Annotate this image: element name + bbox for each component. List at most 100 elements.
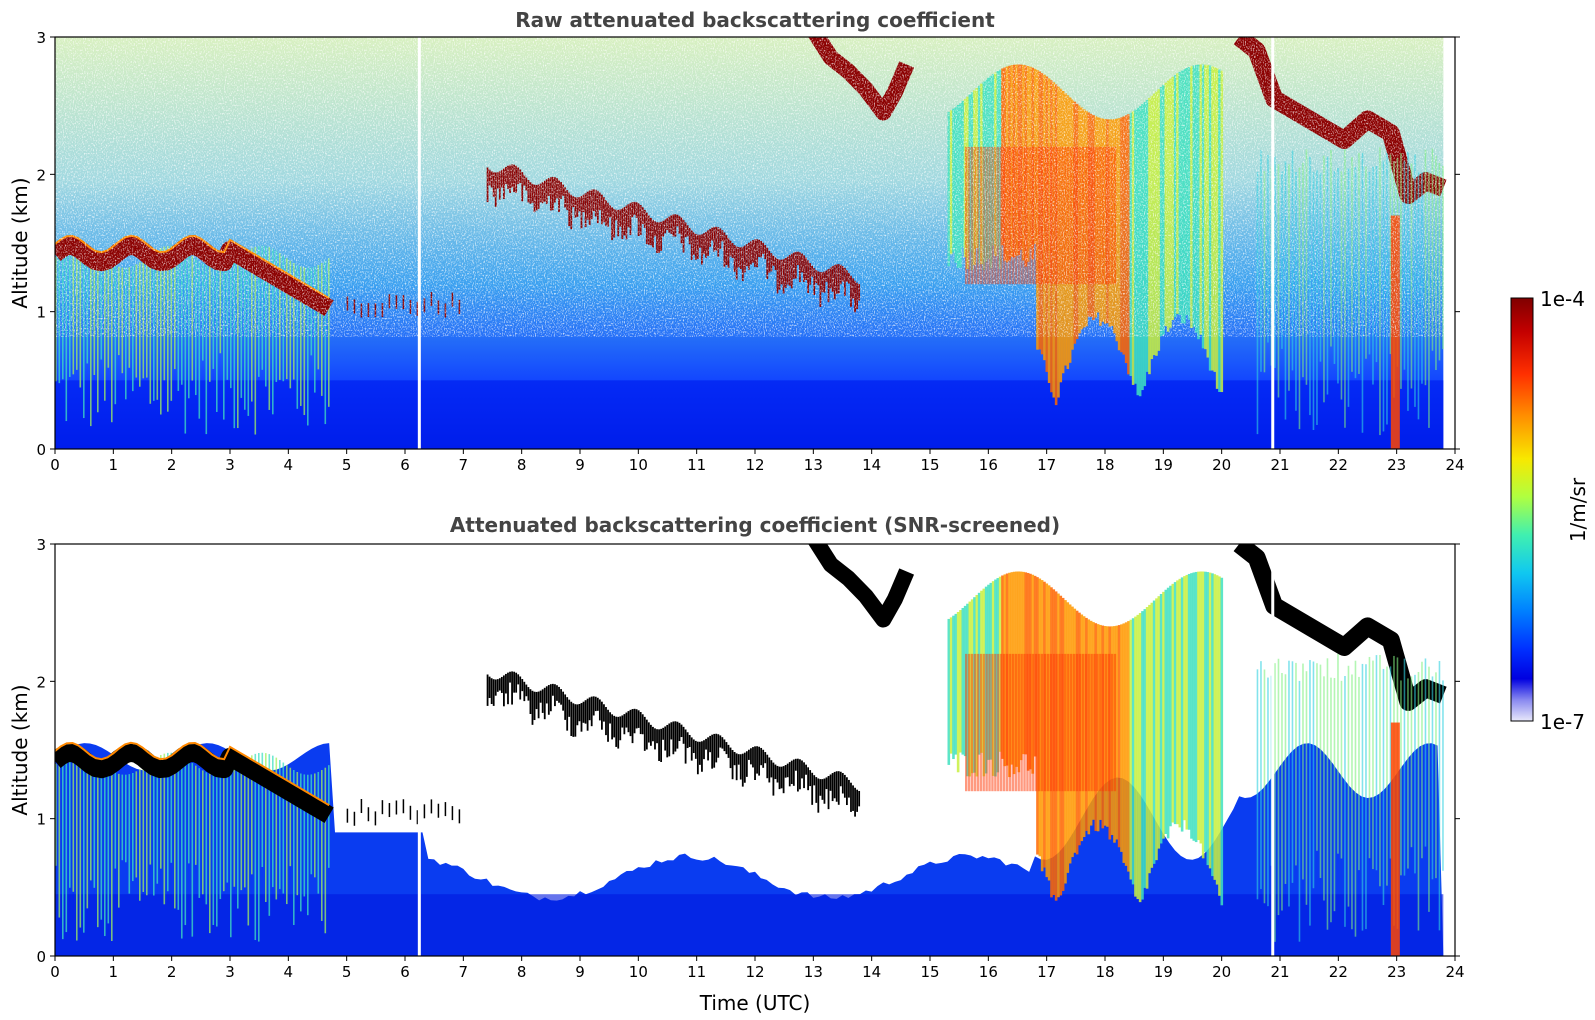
aerosol-streak bbox=[181, 755, 183, 939]
cloud-streak bbox=[776, 765, 779, 783]
cloud-streak bbox=[852, 785, 854, 811]
x-tick-label: 6 bbox=[400, 456, 410, 474]
aerosol-streak bbox=[58, 761, 61, 918]
evening-streak bbox=[1274, 663, 1276, 942]
aerosol-streak bbox=[205, 772, 208, 905]
evening-streak bbox=[1298, 680, 1301, 942]
precip-core bbox=[1002, 653, 1006, 792]
precip-streak bbox=[1206, 572, 1210, 866]
precip-streak bbox=[1138, 613, 1142, 903]
aerosol-streak bbox=[230, 769, 232, 938]
cloud-streak bbox=[780, 766, 783, 789]
x-tick-label: 10 bbox=[629, 456, 648, 474]
precip-core bbox=[1110, 653, 1114, 792]
precip-core bbox=[1087, 653, 1090, 792]
cloud-streak bbox=[650, 724, 652, 746]
precip-streak bbox=[1166, 587, 1170, 839]
aerosol-streak bbox=[170, 752, 173, 863]
precip-core bbox=[1020, 653, 1023, 792]
cloud-streak bbox=[823, 778, 826, 804]
cloud-streak bbox=[529, 689, 532, 714]
cloud-streak bbox=[500, 676, 503, 693]
aerosol-streak bbox=[90, 756, 92, 881]
precip-streak bbox=[1201, 571, 1205, 859]
cloud-streak bbox=[846, 777, 848, 806]
precip-streak bbox=[1218, 576, 1221, 896]
precip-streak bbox=[1208, 572, 1212, 869]
precip-streak bbox=[1187, 573, 1191, 830]
cloud-streak bbox=[652, 726, 654, 742]
x-tick-label: 11 bbox=[687, 963, 706, 981]
cloud-streak bbox=[517, 674, 520, 685]
precip-core bbox=[1067, 653, 1070, 792]
x-tick-label: 14 bbox=[862, 963, 881, 981]
evening-streak bbox=[1431, 676, 1434, 880]
evening-streak bbox=[1319, 664, 1322, 879]
cloud-streak bbox=[678, 722, 681, 742]
aerosol-streak bbox=[111, 263, 113, 423]
cloud-streak bbox=[735, 753, 738, 781]
evening-streak bbox=[1428, 666, 1430, 912]
x-tick-label: 5 bbox=[342, 963, 352, 981]
evening-streak bbox=[1361, 663, 1364, 931]
precip-streak bbox=[1150, 602, 1154, 868]
y-tick-label: 3 bbox=[36, 536, 46, 554]
evening-streak bbox=[1326, 658, 1329, 930]
aerosol-streak bbox=[307, 774, 309, 916]
cloud-streak bbox=[513, 671, 516, 693]
precip-core bbox=[1064, 653, 1067, 792]
broken-cloud bbox=[430, 799, 433, 814]
precip-streak bbox=[1059, 595, 1063, 896]
precip-streak bbox=[1129, 619, 1133, 880]
cloud-streak bbox=[568, 699, 571, 717]
cloud-streak bbox=[819, 779, 822, 796]
precip-core bbox=[1011, 653, 1015, 792]
aerosol-streak bbox=[233, 767, 236, 887]
cloud-streak bbox=[788, 762, 791, 787]
cloud-streak bbox=[756, 746, 758, 774]
cloud-streak bbox=[856, 789, 859, 812]
precip-streak bbox=[1211, 573, 1214, 877]
evening-streak bbox=[1442, 680, 1444, 871]
cloud-streak bbox=[537, 691, 540, 719]
cloud-streak bbox=[643, 716, 646, 751]
cloud-streak bbox=[684, 729, 687, 764]
cloud-streak bbox=[535, 691, 538, 710]
x-tick-label: 13 bbox=[804, 963, 823, 981]
cloud-streak bbox=[699, 741, 701, 765]
aerosol-streak bbox=[97, 760, 99, 928]
precip-streak bbox=[1171, 583, 1175, 823]
cloud-streak bbox=[658, 729, 660, 761]
cloud-streak bbox=[696, 741, 699, 775]
precip-core bbox=[1052, 653, 1055, 792]
x-tick-label: 2 bbox=[167, 456, 177, 474]
x-tick-label: 9 bbox=[575, 963, 585, 981]
evening-streak bbox=[1417, 671, 1420, 931]
x-tick-label: 9 bbox=[575, 456, 585, 474]
x-tick-label: 14 bbox=[862, 456, 881, 474]
precip-core bbox=[1105, 653, 1108, 792]
precip-streak bbox=[1199, 571, 1203, 844]
x-tick-label: 17 bbox=[1037, 456, 1056, 474]
precip-streak bbox=[1001, 575, 1004, 759]
aerosol-streak bbox=[72, 753, 75, 892]
cloud-streak bbox=[725, 742, 728, 755]
evening-streak bbox=[1375, 655, 1378, 871]
broken-cloud bbox=[409, 805, 412, 820]
aerosol-streak bbox=[268, 754, 271, 916]
cloud-streak bbox=[850, 782, 852, 812]
broken-cloud bbox=[346, 808, 349, 823]
aerosol-streak bbox=[219, 774, 222, 900]
cloud-streak bbox=[556, 685, 558, 701]
x-tick-label: 5 bbox=[342, 456, 352, 474]
cloud-streak bbox=[503, 675, 505, 707]
cloud-streak bbox=[766, 754, 769, 779]
precip-streak bbox=[1106, 626, 1109, 827]
aerosol-streak bbox=[275, 757, 278, 900]
precip-streak bbox=[956, 612, 960, 773]
cloud-streak bbox=[843, 774, 846, 798]
x-axis-label: Time (UTC) bbox=[699, 991, 811, 1015]
cloud-streak bbox=[543, 687, 546, 720]
aerosol-streak bbox=[132, 772, 134, 882]
